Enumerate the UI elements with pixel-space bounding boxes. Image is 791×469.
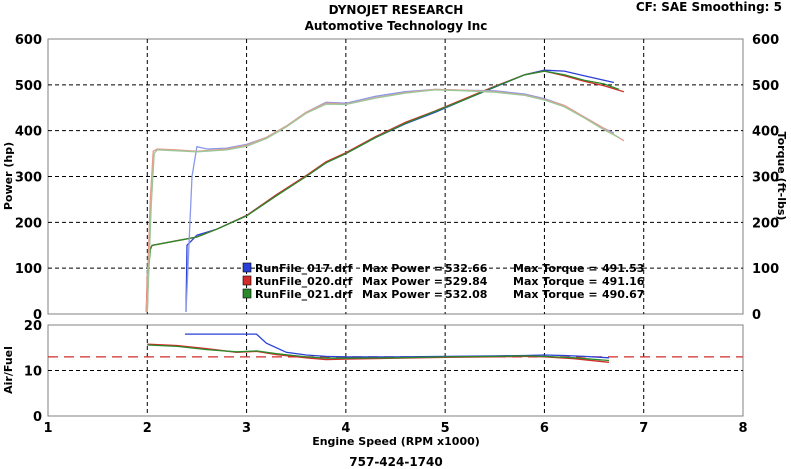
legend-max-power-label: Max Power = — [362, 275, 443, 288]
legend-max-torque-label: Max Torque = — [513, 288, 598, 301]
power-torque-series — [145, 69, 625, 312]
x-tick: 1 — [43, 421, 52, 436]
x-tick: 5 — [441, 421, 450, 436]
y-tick-left: 100 — [15, 262, 42, 277]
legend-max-power-value: 532.66 — [445, 262, 488, 275]
afr-axis-label: Air/Fuel — [2, 346, 15, 394]
series-torque-runfile_021 — [146, 89, 620, 312]
afr-series — [48, 333, 743, 363]
y-tick-right: 500 — [752, 79, 779, 94]
x-tick: 3 — [242, 421, 251, 436]
legend-max-power-label: Max Power = — [362, 288, 443, 301]
x-tick: 8 — [738, 421, 747, 436]
afr-grid — [48, 325, 743, 416]
settings-label: CF: SAE Smoothing: 5 — [636, 0, 782, 14]
legend-max-power-value: 532.08 — [445, 288, 487, 301]
y-tick-left: 300 — [15, 171, 42, 186]
y-tick-left: 400 — [15, 125, 42, 140]
legend-file: RunFile_020.drf — [255, 275, 353, 288]
series-power-runfile_021 — [146, 70, 620, 312]
x-tick: 4 — [341, 421, 350, 436]
y-tick-left: 200 — [15, 216, 42, 231]
x-tick: 6 — [540, 421, 549, 436]
x-axis-label: Engine Speed (RPM x1000) — [312, 435, 480, 448]
afr-series-runfile_017 — [185, 333, 610, 359]
legend: RunFile_017.drf Max Power = 532.66 Max Torq… — [242, 262, 645, 301]
legend-file: RunFile_021.drf — [255, 288, 353, 301]
legend-swatch — [242, 288, 252, 299]
afr-series-runfile_021 — [147, 344, 610, 362]
y-tick-right: 600 — [752, 33, 779, 48]
power-grid — [48, 39, 743, 314]
y-tick-right: 300 — [752, 171, 779, 186]
afr-y-tick: 0 — [33, 410, 42, 425]
legend-max-power-value: 529.84 — [445, 275, 488, 288]
y-tick-right: 100 — [752, 262, 779, 277]
x-tick: 7 — [639, 421, 648, 436]
title-line-2: Automotive Technology Inc — [305, 19, 488, 33]
legend-max-torque-label: Max Torque = — [513, 275, 598, 288]
power-y-ticks: 0 0 100 100 200 200 300 300 400 400 500 500 600 600 — [15, 33, 779, 323]
afr-y-tick: 20 — [24, 319, 42, 334]
phone-number: 757-424-1740 — [349, 455, 442, 469]
power-axis-label: Power (hp) — [2, 142, 15, 210]
legend-swatch — [242, 262, 252, 273]
x-tick-labels: 1 2 3 4 5 6 7 8 — [43, 421, 747, 436]
y-tick-left: 500 — [15, 79, 42, 94]
legend-max-torque-label: Max Torque = — [513, 262, 598, 275]
y-tick-right: 400 — [752, 125, 779, 140]
legend-file: RunFile_017.drf — [255, 262, 353, 275]
legend-swatch — [242, 275, 252, 286]
title-line-1: DYNOJET RESEARCH — [329, 3, 464, 17]
afr-y-tick: 10 — [24, 365, 42, 380]
afr-y-ticks: 0 10 20 — [24, 319, 42, 425]
legend-max-torque-value: 490.67 — [602, 288, 644, 301]
y-tick-left: 0 — [33, 308, 42, 323]
y-tick-right: 0 — [752, 308, 761, 323]
legend-max-torque-value: 491.53 — [602, 262, 644, 275]
x-tick: 2 — [143, 421, 152, 436]
legend-max-power-label: Max Power = — [362, 262, 443, 275]
y-tick-left: 600 — [15, 33, 42, 48]
torque-axis-label: Torque (ft-lbs) — [775, 132, 788, 221]
legend-max-torque-value: 491.16 — [602, 275, 645, 288]
y-tick-right: 200 — [752, 216, 779, 231]
